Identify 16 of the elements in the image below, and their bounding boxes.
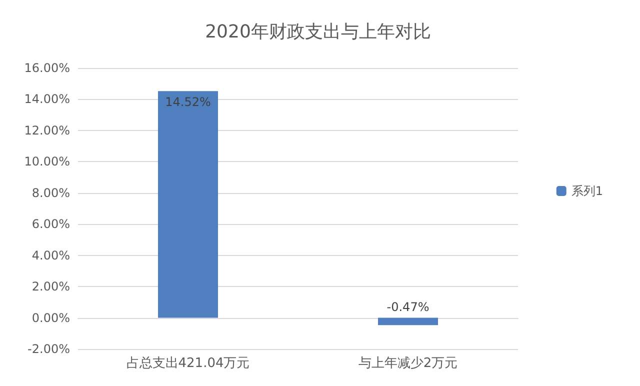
- y-tick-label: 16.00%: [24, 61, 70, 75]
- y-tick-label: 10.00%: [24, 154, 70, 169]
- legend-label: 系列1: [571, 184, 604, 198]
- x-tick-label: 与上年减少2万元: [358, 356, 458, 371]
- x-tick-label: 占总支出421.04万元: [126, 356, 250, 371]
- data-label: 14.52%: [165, 95, 211, 110]
- chart-title: 2020年财政支出与上年对比: [205, 22, 431, 42]
- y-tick-label: 4.00%: [32, 248, 70, 262]
- y-tick-label: 6.00%: [32, 217, 70, 232]
- y-tick-label: 12.00%: [24, 123, 70, 138]
- y-tick-label: 0.00%: [32, 310, 70, 325]
- y-tick-label: 8.00%: [32, 186, 70, 200]
- data-label: -0.47%: [386, 300, 430, 314]
- y-tick-label: -2.00%: [28, 342, 70, 356]
- y-tick-label: 14.00%: [24, 92, 70, 106]
- y-tick-label: 2.00%: [32, 280, 70, 294]
